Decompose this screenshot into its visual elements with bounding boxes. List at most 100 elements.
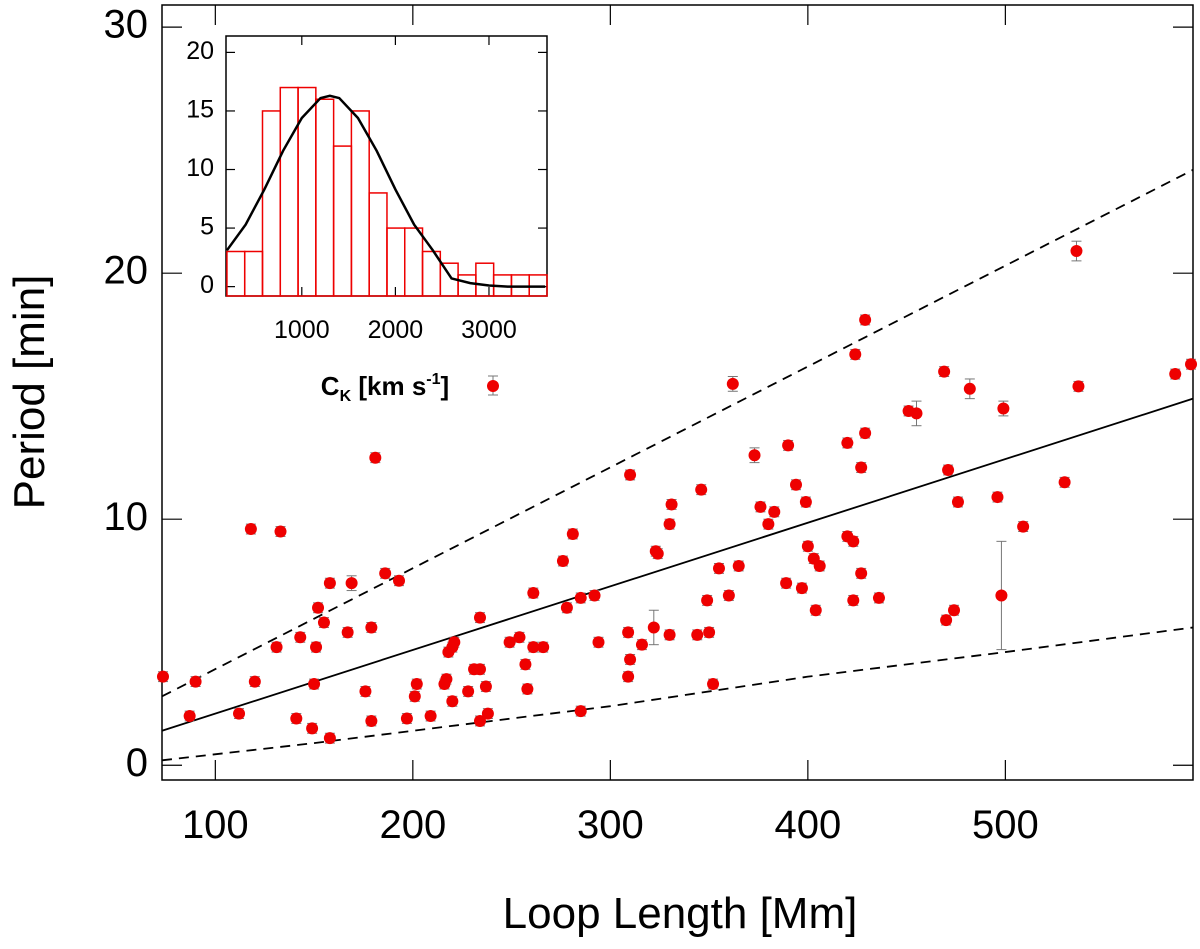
x-tick-label: 1000 [274, 316, 330, 344]
data-point [726, 377, 739, 390]
inset-plot: 1000 2000 3000 0 5 10 15 20 [186, 36, 548, 344]
data-point [521, 682, 534, 695]
data-point [647, 621, 660, 634]
data-point [855, 461, 868, 474]
data-point [841, 436, 854, 449]
legend-marker [487, 375, 499, 396]
data-point [995, 589, 1008, 602]
label-part: [km s [351, 371, 426, 401]
data-point [997, 402, 1010, 415]
data-point [872, 591, 885, 604]
data-point [942, 464, 955, 476]
data-point [855, 567, 868, 580]
y-tick-label: 0 [200, 271, 214, 299]
y-tick-label: 15 [186, 96, 214, 124]
y-tick-label: 5 [200, 213, 214, 241]
data-point [1169, 368, 1182, 381]
data-point [780, 577, 793, 590]
y-tick-label: 10 [104, 495, 149, 539]
data-point [948, 604, 961, 617]
data-point [762, 518, 775, 531]
data-point [481, 707, 494, 720]
data-point [849, 348, 862, 361]
data-point [462, 685, 475, 698]
y-tick-label: 30 [104, 3, 149, 47]
data-point [663, 518, 676, 531]
data-point [473, 663, 486, 676]
x-tick-label: 3000 [461, 316, 517, 344]
data-point [991, 491, 1004, 504]
data-point [691, 628, 704, 641]
fit-line [161, 626, 1194, 762]
data-point [574, 591, 587, 604]
data-point [479, 680, 492, 693]
data-point [183, 710, 196, 723]
data-point [560, 601, 573, 614]
x-tick-label: 2000 [368, 316, 424, 344]
data-point [365, 714, 378, 727]
data-point [1058, 476, 1071, 489]
x-tick-label: 400 [774, 803, 841, 847]
data-point [345, 577, 358, 590]
data-point [701, 594, 714, 607]
label-part: -1 [426, 371, 440, 388]
data-point [513, 631, 526, 644]
data-point [722, 589, 735, 602]
data-point [1185, 358, 1198, 371]
data-point [1017, 520, 1030, 533]
fit-line [161, 169, 1194, 698]
data-point [323, 577, 336, 590]
data-point [527, 587, 540, 600]
data-point [703, 626, 716, 639]
data-point [248, 675, 261, 688]
data-point [963, 382, 976, 395]
data-point [790, 478, 803, 491]
data-point [768, 505, 781, 518]
data-point [566, 527, 579, 540]
data-point [809, 604, 822, 617]
data-point [537, 641, 550, 654]
data-point [448, 636, 461, 649]
data-point [938, 365, 951, 378]
data-point [624, 653, 637, 666]
data-point [574, 705, 587, 718]
x-tick-label: 500 [972, 803, 1039, 847]
data-point [859, 313, 872, 326]
data-point [1072, 380, 1085, 393]
label-part: C [321, 371, 340, 401]
data-point [707, 678, 720, 691]
data-point [503, 636, 516, 649]
data-point [801, 540, 814, 553]
data-point [519, 658, 532, 671]
data-point [847, 535, 860, 548]
data-point [795, 582, 808, 595]
inset-x-label: CK [km s-1] [321, 371, 449, 405]
x-tick-label: 200 [379, 803, 446, 847]
data-point [940, 614, 953, 627]
data-point [799, 495, 812, 508]
data-point [951, 495, 964, 508]
data-point [473, 611, 486, 624]
data-point [189, 675, 202, 688]
data-point [527, 641, 540, 654]
data-point [312, 601, 325, 614]
data-point [847, 594, 860, 607]
y-tick-label: 20 [186, 37, 214, 65]
data-point [592, 636, 605, 649]
data-point [663, 628, 676, 641]
y-tick-label: 20 [104, 249, 149, 293]
y-tick-label: 0 [126, 741, 148, 785]
data-point [424, 710, 437, 723]
x-axis-label: Loop Length [Mm] [503, 889, 858, 938]
data-point [651, 547, 664, 560]
data-point [290, 712, 303, 725]
data-point [910, 407, 923, 420]
data-point [622, 626, 635, 639]
data-point [308, 678, 321, 691]
data-point [244, 523, 257, 536]
data-point [754, 500, 767, 513]
data-point [306, 722, 319, 735]
data-point [1070, 245, 1083, 258]
data-point [294, 631, 307, 644]
data-point [410, 678, 423, 691]
